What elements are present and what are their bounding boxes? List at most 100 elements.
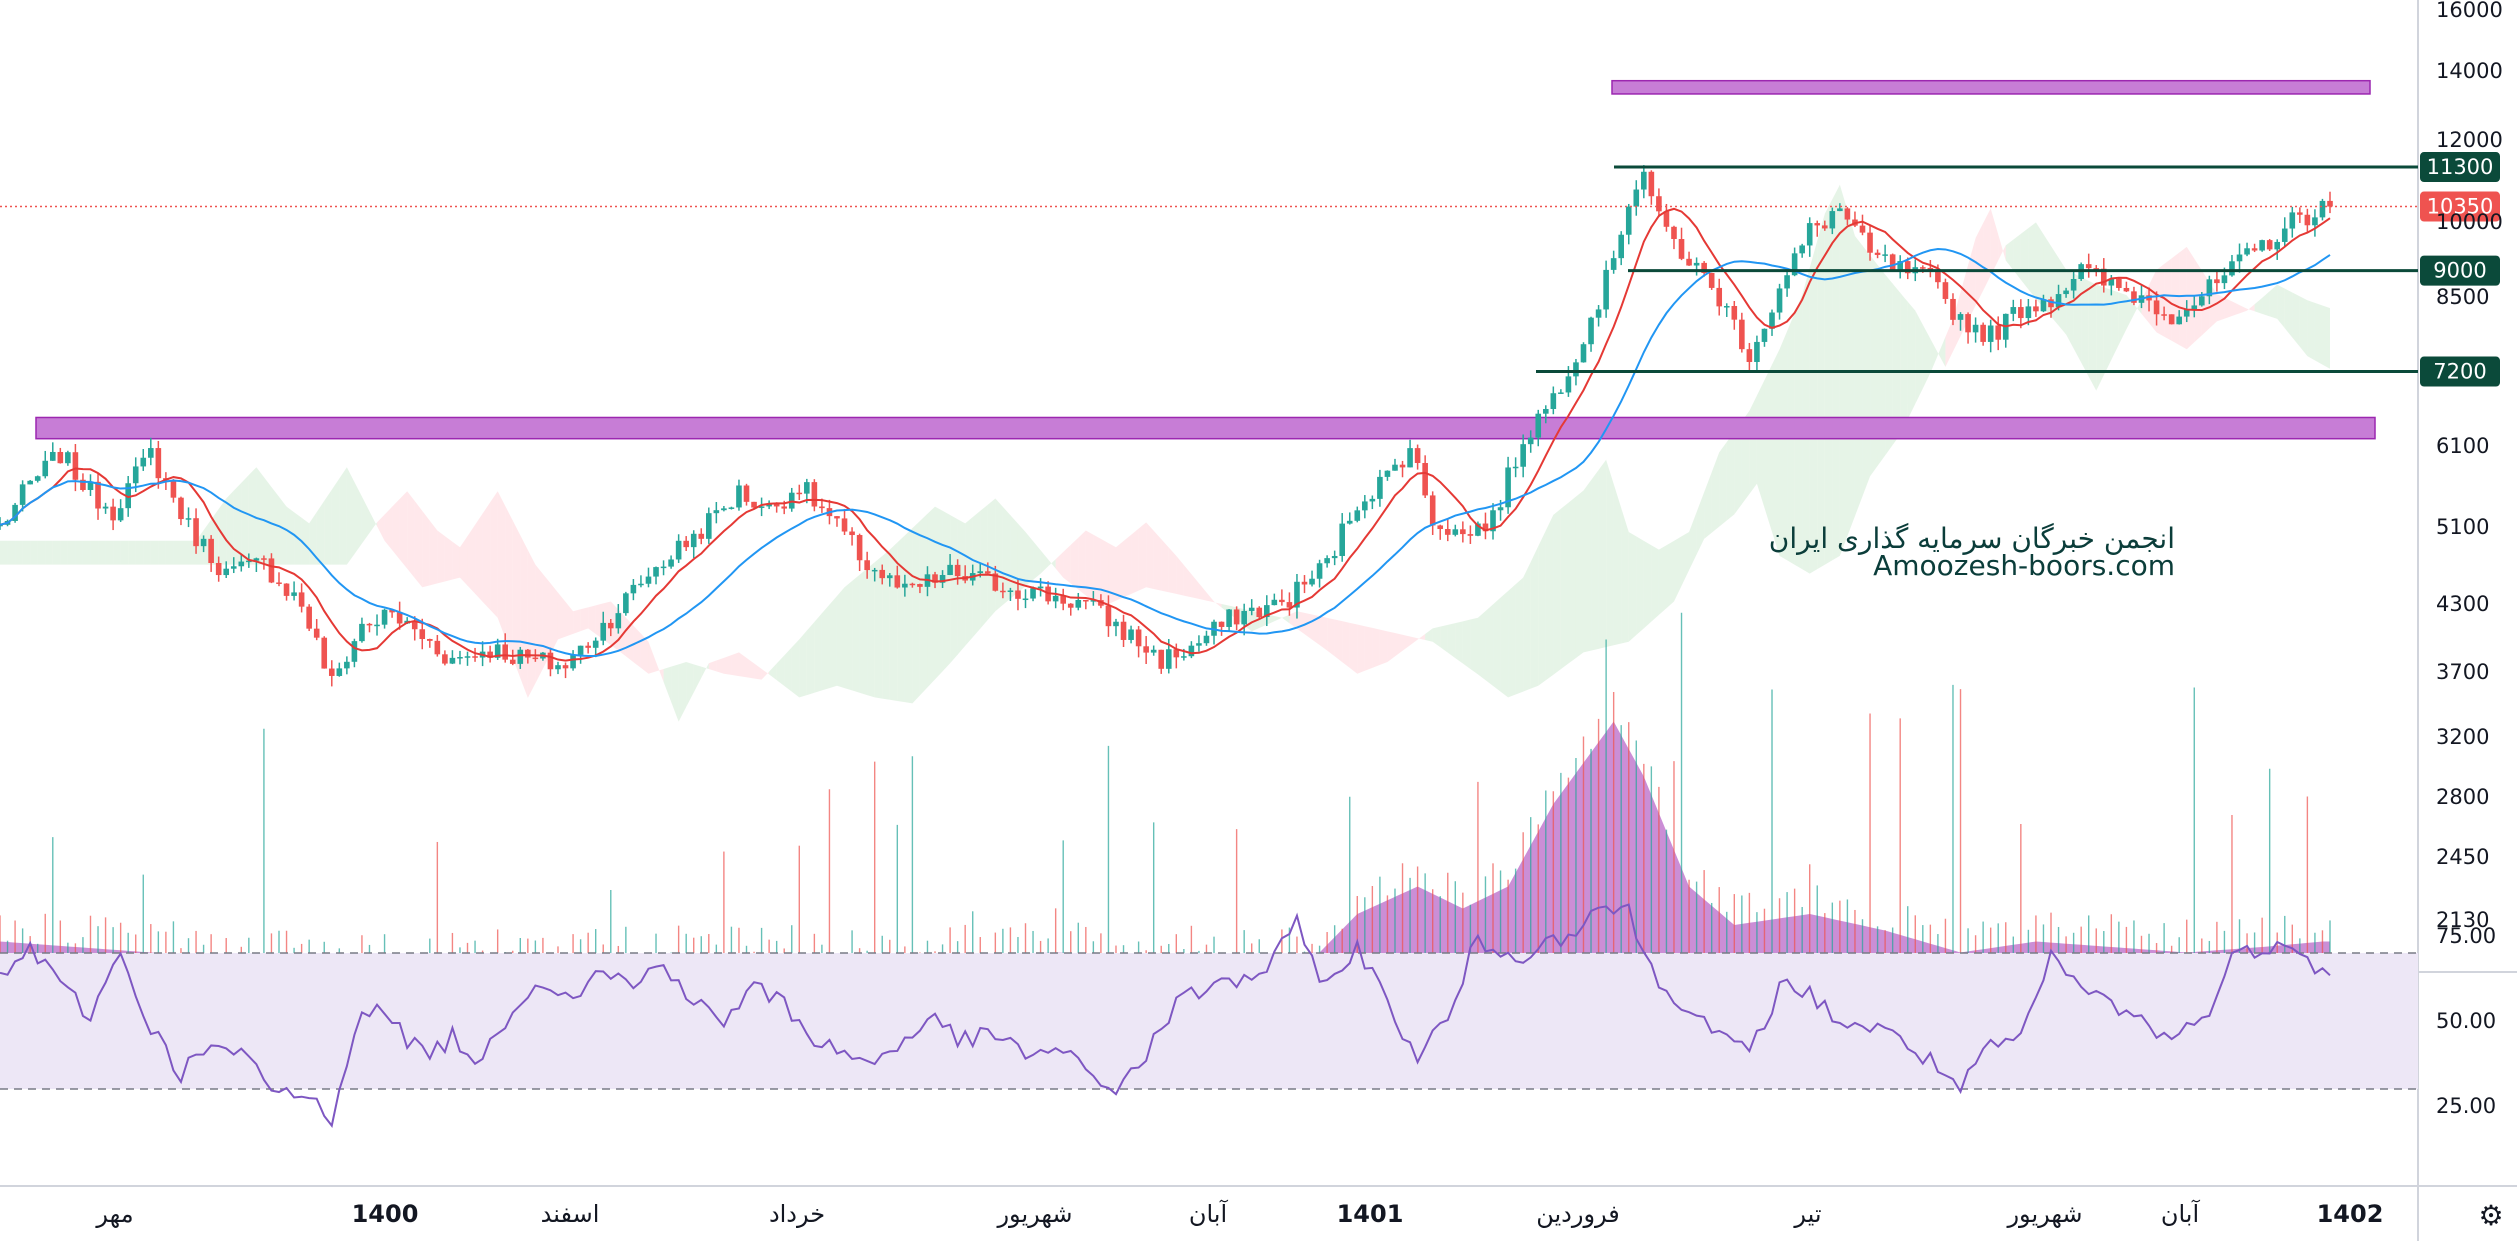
cloud-segment [490, 491, 498, 618]
candle-body [879, 569, 886, 579]
candle-body [1218, 621, 1225, 627]
cloud-segment [2322, 305, 2330, 369]
candle-body [1972, 324, 1979, 333]
last-price-tag[interactable] [2420, 191, 2500, 222]
candle-body [1188, 645, 1195, 657]
candle-body [2274, 241, 2281, 250]
price-axis[interactable]: 16000 14000 12000 10000 8500 6100 5100 4300 3700… [2436, 0, 2503, 932]
rsi-tick-label: 75.00 [2436, 924, 2496, 948]
cloud-segment [143, 540, 151, 565]
candle-body [1309, 578, 1315, 585]
cloud-segment [2307, 300, 2315, 361]
cloud-segment [1349, 622, 1358, 674]
cloud-segment [482, 502, 491, 610]
candle-body [2244, 248, 2250, 255]
candle-body [1369, 498, 1376, 502]
cloud-segment [1500, 590, 1509, 698]
candle-body [1015, 590, 1021, 599]
level-tag[interactable] [2420, 152, 2500, 183]
cloud-segment [1704, 472, 1712, 539]
candle-body [2281, 228, 2288, 242]
price-pane[interactable] [0, 0, 2418, 970]
candle-body [306, 606, 312, 629]
candle-body [1716, 287, 1723, 307]
resistance-zone[interactable] [1611, 79, 2371, 95]
cloud-segment [927, 506, 936, 688]
watermark-title: انجمن خبرگان سرمایه گذاری ایران [1769, 522, 2175, 555]
candle-body [442, 654, 448, 664]
cloud-segment [1854, 236, 1863, 517]
candle-body [1120, 621, 1127, 640]
candle-body [1105, 605, 1112, 627]
candle-body [1897, 261, 1903, 271]
candle-body [2297, 212, 2303, 215]
cloud-segment [656, 661, 664, 682]
cloud-segment [2179, 246, 2187, 350]
candle-body [1128, 629, 1134, 640]
candle-body [690, 533, 697, 548]
candle-body [1950, 298, 1956, 320]
candle-body [939, 575, 946, 583]
cloud-segment [2133, 299, 2142, 315]
resistance-zone[interactable] [35, 416, 2376, 440]
candle-body [117, 508, 124, 521]
cloud-segment [1085, 530, 1094, 602]
cloud-segment [505, 505, 513, 658]
ma-slow-line [0, 248, 2331, 658]
time-axis-label: مهر [95, 1200, 133, 1228]
cloud-segment [1643, 540, 1652, 629]
cloud-segment [1885, 274, 1893, 456]
cloud-segment [2171, 252, 2180, 346]
level-tag[interactable] [2420, 255, 2500, 286]
candle-body [1512, 466, 1519, 469]
cloud-segment [1425, 628, 1433, 642]
candle-body [796, 492, 803, 495]
cloud-segment [150, 540, 159, 565]
candle-body [1165, 649, 1172, 669]
cloud-segment [226, 490, 234, 565]
cloud-segment [708, 660, 717, 672]
candle-body [1535, 413, 1542, 438]
cloud-segment [444, 536, 453, 582]
cloud-segment [1342, 621, 1350, 668]
cloud-segment [1372, 627, 1380, 668]
time-axis-label: خرداد [769, 1200, 825, 1228]
rsi-axis[interactable]: 75.00 50.00 25.00 [2436, 924, 2496, 1118]
rsi-tick-label: 50.00 [2436, 1009, 2496, 1033]
candle-body [947, 564, 953, 576]
candle-body [1241, 610, 1247, 625]
price-tick-label: 2130 [2436, 908, 2489, 932]
candle-body [132, 466, 139, 484]
cloud-segment [1281, 614, 1290, 624]
candle-body [1429, 495, 1436, 526]
cloud-segment [557, 592, 566, 640]
cloud-segment [256, 467, 264, 565]
candle-body [1067, 603, 1074, 608]
time-axis-label: فروردین [1536, 1200, 1620, 1228]
gear-icon[interactable]: ⚙ [2478, 1198, 2504, 1232]
level-tag[interactable] [2420, 356, 2500, 387]
candle-body [1806, 223, 1813, 246]
candle-body [1625, 206, 1632, 235]
cloud-segment [2118, 292, 2127, 345]
candle-body [298, 592, 305, 607]
cloud-segment [1131, 528, 1139, 594]
cloud-segment [1719, 442, 1727, 527]
cloud-segment [776, 655, 785, 686]
cloud-segment [1734, 421, 1742, 515]
cloud-segment [1357, 624, 1365, 674]
cloud-segment [1508, 584, 1516, 698]
candle-body [215, 562, 222, 576]
cloud-segment [746, 657, 755, 679]
cloud-segment [1364, 626, 1373, 671]
cloud-segment [761, 668, 770, 680]
cloud-segment [2314, 302, 2323, 365]
time-axis[interactable]: مهر 1400 اسفند خرداد شهریور آبان 1401 فروردین تی… [95, 1199, 2383, 1228]
cloud-segment [37, 540, 46, 565]
cloud-segment [1613, 483, 1622, 646]
candle-body [2289, 212, 2296, 229]
candle-body [366, 623, 373, 626]
candle-body [1904, 261, 1911, 274]
